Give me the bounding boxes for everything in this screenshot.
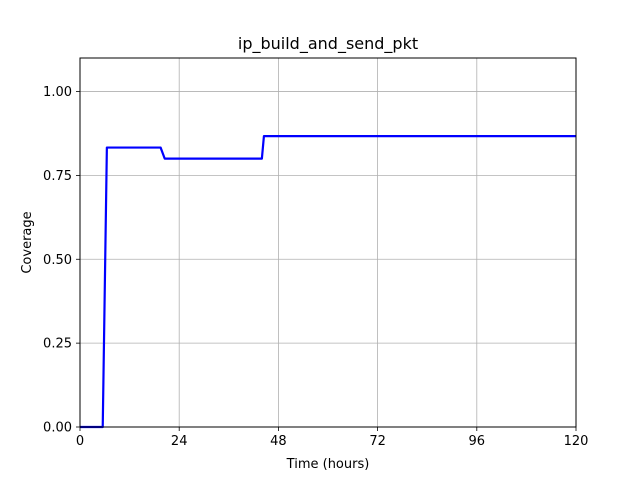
y-axis-title: Coverage <box>20 211 35 273</box>
y-tick-label: 0.00 <box>43 421 72 436</box>
x-tick-label: 24 <box>171 434 188 449</box>
y-tick-label: 0.25 <box>43 337 72 352</box>
ticks: 0 24 48 72 96 120 0.00 0.25 0.50 0.75 1.00 <box>43 85 588 449</box>
x-tick-label: 48 <box>270 434 287 449</box>
series-lines <box>80 135 576 429</box>
series-line <box>80 135 576 429</box>
x-tick-label: 72 <box>369 434 386 449</box>
x-tick-label: 96 <box>469 434 486 449</box>
x-axis-title: Time (hours) <box>286 457 370 472</box>
y-tick-label: 0.75 <box>43 169 72 184</box>
chart-title: ip_build_and_send_pkt <box>238 34 418 54</box>
plot-frame <box>79 57 577 428</box>
y-tick-label: 1.00 <box>43 85 72 100</box>
y-tick-label: 0.50 <box>43 253 72 268</box>
x-tick-label: 0 <box>76 434 84 449</box>
x-tick-label: 120 <box>564 434 589 449</box>
